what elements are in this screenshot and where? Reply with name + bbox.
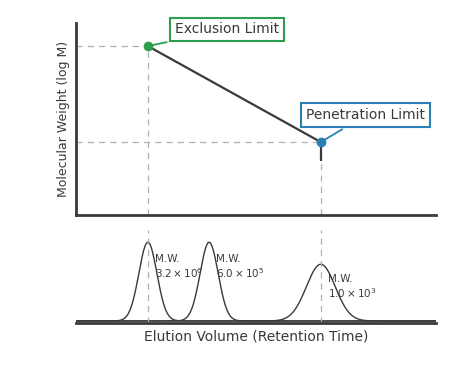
Y-axis label: Molecular Weight (log M): Molecular Weight (log M)	[57, 41, 70, 197]
Text: Exclusion Limit: Exclusion Limit	[151, 23, 279, 46]
Text: Penetration Limit: Penetration Limit	[306, 108, 425, 141]
X-axis label: Elution Volume (Retention Time): Elution Volume (Retention Time)	[144, 329, 368, 344]
Text: M.W.
$1.0\times10^{3}$: M.W. $1.0\times10^{3}$	[328, 274, 377, 300]
Text: M.W.
$6.0\times10^{5}$: M.W. $6.0\times10^{5}$	[216, 254, 265, 280]
Text: M.W.
$3.2\times10^{6}$: M.W. $3.2\times10^{6}$	[155, 254, 203, 280]
